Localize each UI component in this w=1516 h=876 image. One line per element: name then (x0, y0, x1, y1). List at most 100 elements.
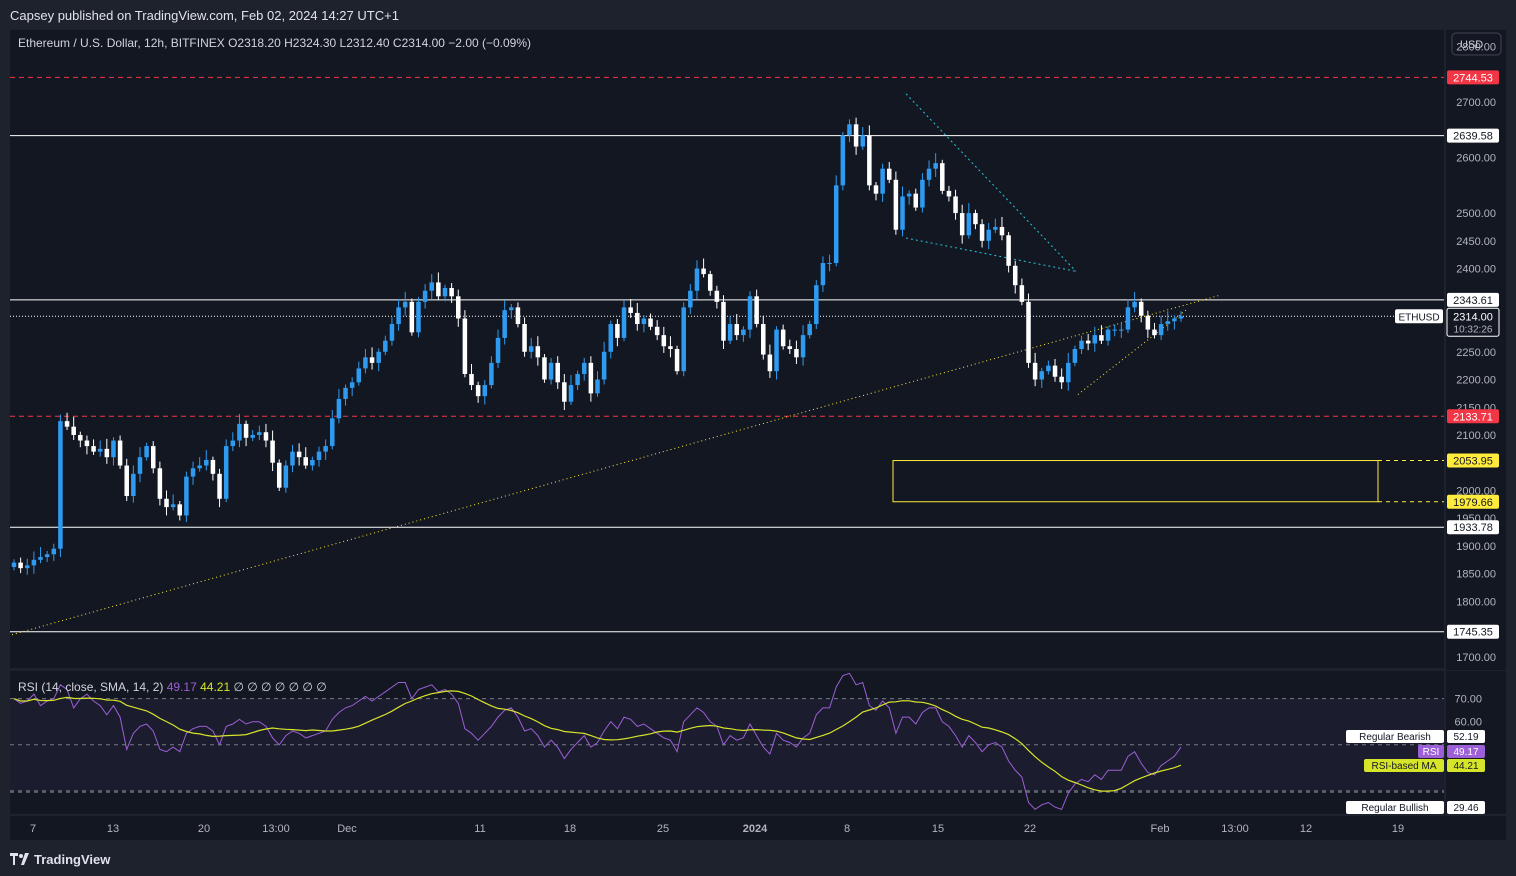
candle (217, 473, 222, 499)
candle (893, 179, 899, 230)
candle (774, 329, 779, 372)
zone-label: 2053.95 (1453, 456, 1493, 468)
candle (111, 440, 116, 458)
time-label: 7 (30, 823, 36, 835)
candle (721, 301, 726, 341)
candle (780, 329, 786, 347)
candle (641, 318, 647, 325)
candles (11, 117, 1184, 575)
candle (794, 349, 799, 358)
candle (276, 462, 282, 488)
rsi-name-label: Regular Bullish (1361, 803, 1428, 814)
candle (900, 196, 905, 230)
candle (1152, 329, 1157, 336)
candle (64, 421, 70, 427)
time-label: 11 (474, 823, 485, 835)
candle (502, 310, 507, 338)
level-label: 2133.71 (1453, 411, 1493, 423)
price-tick-label: 2000.00 (1456, 485, 1496, 497)
candle (1092, 335, 1098, 344)
level-label: 1745.35 (1453, 627, 1493, 639)
candle (1059, 376, 1064, 383)
price-tick-label: 1850.00 (1456, 569, 1496, 581)
rsi-value-bg (1447, 801, 1485, 814)
last-price-box (1446, 307, 1500, 337)
time-label: Dec (337, 823, 357, 835)
ohlc-legend: Ethereum / U.S. Dollar, 12h, BITFINEX O2… (18, 36, 531, 50)
candle (11, 562, 17, 568)
candle (257, 432, 262, 435)
price-tick-label: 2600.00 (1456, 153, 1496, 165)
candle (124, 465, 129, 497)
candle (1019, 285, 1025, 302)
candle (628, 307, 633, 313)
time-label: 19 (1392, 823, 1404, 835)
time-label: 15 (932, 823, 944, 835)
rsi-name-bg (1346, 801, 1444, 814)
candle (933, 163, 938, 169)
candle (356, 368, 362, 383)
candle (754, 296, 759, 325)
candle (237, 423, 242, 441)
time-axis (10, 816, 1506, 840)
candle (164, 498, 169, 508)
rsi-name-bg (1346, 730, 1444, 743)
candle (336, 398, 342, 419)
candle (807, 324, 812, 336)
candle (296, 451, 302, 458)
candle (741, 329, 746, 336)
candle (469, 373, 474, 386)
candle (51, 548, 57, 555)
wedge-lower-line (905, 237, 1077, 272)
candle (184, 476, 189, 516)
price-tick-label: 2800.00 (1456, 42, 1496, 54)
candle (1105, 329, 1111, 341)
candle (621, 307, 627, 338)
time-label: 12 (1300, 823, 1312, 835)
rsi-name-label: RSI (1423, 747, 1440, 758)
candle (316, 451, 322, 460)
candle (270, 440, 275, 463)
legend-part: Ethereum / U.S. Dollar, 12h, BITFINEX (18, 36, 228, 50)
rsi-name-bg (1418, 745, 1444, 758)
candle (363, 357, 368, 369)
level-label: 1933.78 (1453, 522, 1493, 534)
legend-part: C2314.00 (393, 36, 448, 50)
candle (946, 190, 952, 197)
tradingview-logo[interactable]: TradingView (10, 850, 110, 868)
candle (71, 426, 76, 435)
candle (555, 362, 560, 383)
candle (150, 446, 156, 469)
candle (581, 362, 587, 374)
candle (91, 446, 96, 452)
rsi-value-bg (1447, 745, 1485, 758)
candle (1165, 321, 1170, 325)
candle (707, 274, 713, 291)
rsi-value-label: 44.21 (1453, 761, 1478, 772)
time-label: 13:00 (262, 823, 290, 835)
level-label-bg (1447, 520, 1499, 535)
currency-button[interactable]: USD (1460, 39, 1483, 51)
rsi-legend-part: 49.17 (167, 680, 200, 694)
candle (886, 168, 892, 180)
candle (734, 324, 739, 336)
candle (190, 468, 196, 477)
price-tick-label: 2250.00 (1456, 347, 1496, 359)
legend-part: L2312.40 (340, 36, 393, 50)
candle (860, 135, 865, 147)
time-label: 18 (564, 823, 576, 835)
candle (343, 387, 348, 399)
candle (250, 434, 255, 438)
time-label: Feb (1151, 823, 1170, 835)
rsi-name-label: RSI-based MA (1371, 761, 1436, 772)
candle (84, 440, 90, 447)
candle (475, 385, 481, 397)
rsi-line (13, 672, 1182, 811)
candle (509, 307, 514, 311)
candle (396, 307, 401, 325)
level-label: 2744.53 (1453, 72, 1493, 84)
candle (694, 268, 700, 291)
rsi-legend-part: RSI (14, close, SMA, 14, 2) (18, 680, 167, 694)
candle (681, 307, 686, 372)
